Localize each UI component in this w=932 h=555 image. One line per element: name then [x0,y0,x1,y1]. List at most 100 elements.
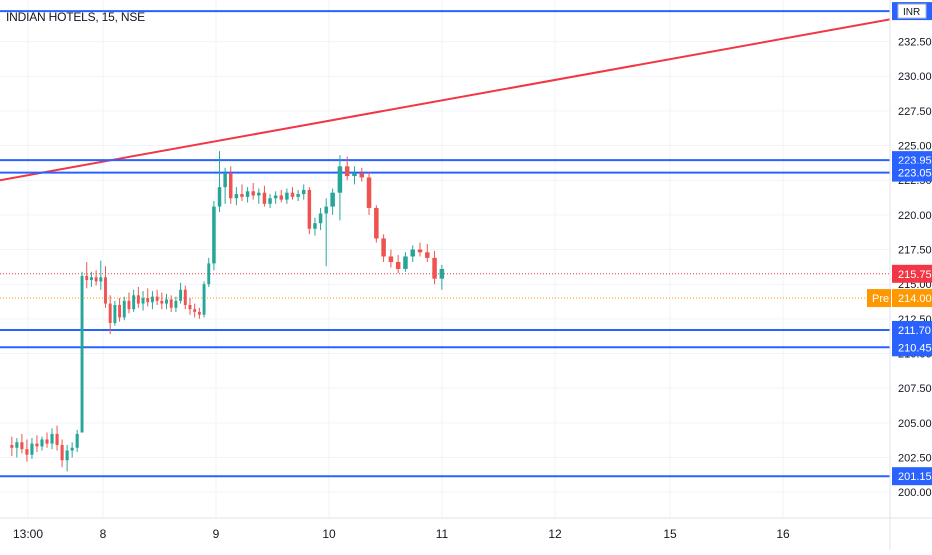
level-price-tag-bg [892,320,932,339]
candle-body [155,296,159,301]
candle-body [188,304,192,310]
candle-body [45,439,49,444]
candle-body [229,173,233,199]
candle-body [245,191,250,197]
level-price-tag: 201.15 [898,471,932,483]
pre-market-badge-bg [867,289,891,308]
candle-body [217,187,222,207]
candle-body [313,223,317,229]
candle-body [94,277,98,282]
candle-body [165,299,168,304]
candle-body [374,207,379,239]
candle-body [268,198,272,204]
time-tick-label: 12 [548,527,562,541]
trend-layer [0,18,891,182]
candle-body [257,192,261,196]
candle-body [318,213,323,224]
candle-body [324,206,328,214]
time-tick-label: 8 [100,527,107,541]
trend-line [0,18,891,182]
candle-body [75,433,79,448]
candle-body [108,303,112,324]
candle-body [410,249,415,257]
candle-body [432,257,437,279]
time-tick-label: 9 [213,527,220,541]
candle-body [202,284,206,315]
time-tick-label: 16 [776,527,790,541]
price-tick-label: 207.50 [898,383,932,395]
candle-body [136,295,140,304]
time-tick-label: 10 [322,527,336,541]
candle-body [179,289,183,301]
last-price-tag-bg [892,264,932,283]
candle-body [35,443,39,447]
level-layer [0,10,890,478]
candle-body [403,256,408,269]
candle-body [20,442,24,450]
pre-market-price-tag: 214.00 [898,293,932,305]
candle-body [290,192,295,197]
candle-body [366,177,372,208]
candle-body [65,450,69,461]
candle-body [197,311,201,315]
candle-body [146,298,150,303]
price-tick-label: 217.50 [898,245,932,257]
candle-body [10,445,14,448]
price-tick-label: 205.00 [898,418,932,430]
candle-body [60,445,64,461]
candle-body [113,304,117,324]
time-tick-label: 13:00 [13,527,43,541]
level-price-tag: 210.45 [898,342,932,354]
time-tick-label: 11 [436,527,449,541]
symbol-title: INDIAN HOTELS, 15, NSE [6,10,145,24]
grid-layer [0,0,890,518]
candle-body [240,194,244,197]
candle-body [25,449,29,455]
candle-body [234,194,239,199]
candle-body [439,268,445,279]
last-price-tag: 215.75 [898,269,932,281]
level-price-tag-bg [892,467,932,486]
candle-body [425,252,430,258]
candle-body [337,166,343,193]
candle-body [70,447,74,451]
candle-body [381,238,386,257]
price-tick-label: 225.00 [898,141,932,153]
level-price-tag: 211.70 [898,325,931,337]
candle-body [212,206,216,264]
candle-body [352,173,357,177]
time-tick-label: 15 [663,527,677,541]
candle-body [30,443,34,455]
candle-body [141,298,145,304]
candle-layer [10,151,445,472]
candle-body [273,195,278,199]
candle-body [99,277,103,282]
price-tick-label: 200.00 [898,487,932,499]
price-tick-label: 220.00 [898,210,932,222]
candle-body [122,300,126,318]
candle-body [80,275,84,433]
candle-body [207,263,211,285]
candle-body [279,195,284,200]
price-tick-label: 230.00 [898,71,932,83]
price-tick-label: 227.50 [898,106,932,118]
candle-body [132,295,136,310]
candle-body [223,173,227,188]
candle-body [55,433,59,446]
candle-body [85,275,89,281]
candle-body [174,300,178,308]
candle-body [183,289,187,305]
pre-market-badge: Pre [872,293,889,305]
candle-body [417,249,423,253]
candle-body [193,309,197,312]
candle-body [359,173,365,178]
candle-body [285,192,289,200]
level-price-tag-bg [892,163,932,182]
price-tick-label: 202.50 [898,452,932,464]
level-price-tag: 223.05 [898,168,932,180]
candle-body [118,304,122,318]
